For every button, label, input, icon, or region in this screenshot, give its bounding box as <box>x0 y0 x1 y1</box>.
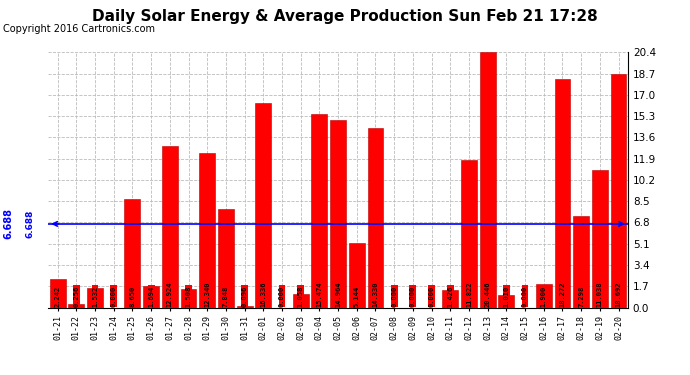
Bar <box>181 289 197 308</box>
Text: Copyright 2016 Cartronics.com: Copyright 2016 Cartronics.com <box>3 24 155 34</box>
Text: 11.822: 11.822 <box>466 281 472 307</box>
Bar <box>442 290 458 308</box>
Text: 0.000: 0.000 <box>410 286 416 307</box>
Text: 1.694: 1.694 <box>148 286 154 307</box>
Text: Daily Solar Energy & Average Production Sun Feb 21 17:28: Daily Solar Energy & Average Production … <box>92 9 598 24</box>
Text: 0.000: 0.000 <box>391 286 397 307</box>
Text: 1.010: 1.010 <box>504 286 509 307</box>
Text: 7.298: 7.298 <box>578 286 584 307</box>
Text: 12.340: 12.340 <box>204 281 210 307</box>
Bar <box>68 304 84 307</box>
Text: 16.336: 16.336 <box>260 281 266 307</box>
Text: 5.144: 5.144 <box>354 286 359 307</box>
Bar <box>50 279 66 308</box>
Text: 1.426: 1.426 <box>447 286 453 307</box>
Bar <box>311 114 327 308</box>
Text: 1.058: 1.058 <box>297 286 304 307</box>
Text: 11.038: 11.038 <box>597 281 603 307</box>
Bar <box>87 288 103 308</box>
Text: 14.330: 14.330 <box>373 281 379 307</box>
Text: 0.256: 0.256 <box>73 286 79 307</box>
Bar <box>349 243 365 308</box>
Text: 20.446: 20.446 <box>484 281 491 307</box>
Bar <box>573 216 589 308</box>
Text: 2.242: 2.242 <box>55 286 61 307</box>
Bar <box>555 79 571 308</box>
Text: 15.474: 15.474 <box>317 281 322 307</box>
Text: 0.000: 0.000 <box>110 286 117 307</box>
Bar <box>124 200 140 308</box>
Text: 7.848: 7.848 <box>223 286 229 307</box>
Text: 6.688: 6.688 <box>3 209 13 239</box>
Text: 1.508: 1.508 <box>186 286 192 307</box>
Text: 1.532: 1.532 <box>92 286 98 307</box>
Text: 18.272: 18.272 <box>560 281 566 307</box>
Bar <box>480 52 495 308</box>
Text: 8.650: 8.650 <box>130 286 135 307</box>
Text: 14.964: 14.964 <box>335 281 341 307</box>
Bar <box>237 306 253 308</box>
Text: 12.924: 12.924 <box>167 281 172 307</box>
Bar <box>255 103 271 308</box>
Bar <box>592 170 608 308</box>
Bar <box>330 120 346 308</box>
Bar <box>199 153 215 308</box>
Text: 0.000: 0.000 <box>522 286 528 307</box>
Text: 1.900: 1.900 <box>541 286 546 307</box>
Text: 0.000: 0.000 <box>279 286 285 307</box>
Text: 18.692: 18.692 <box>615 281 622 307</box>
Text: 0.000: 0.000 <box>428 286 435 307</box>
Bar <box>368 128 384 308</box>
Bar <box>144 286 159 308</box>
Bar <box>293 294 308 307</box>
Text: 6.688: 6.688 <box>25 210 34 238</box>
Bar <box>461 160 477 308</box>
Bar <box>162 146 178 308</box>
Bar <box>536 284 552 308</box>
Bar <box>218 209 234 308</box>
Bar <box>611 74 627 308</box>
Text: 0.096: 0.096 <box>241 286 248 307</box>
Bar <box>498 295 514 307</box>
